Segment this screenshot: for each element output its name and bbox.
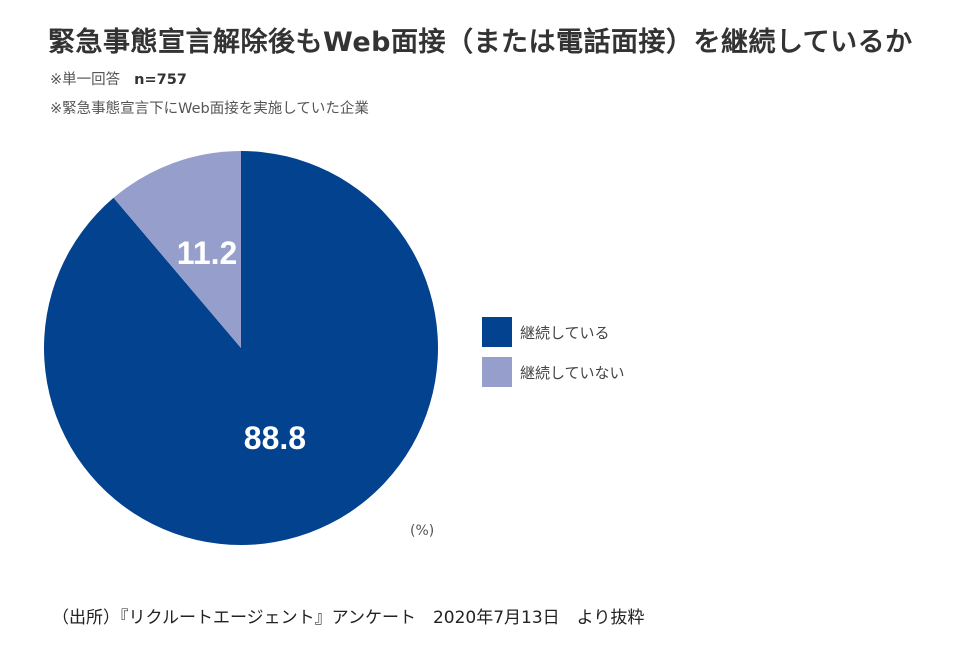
source-note: （出所）『リクルートエージェント』アンケート 2020年7月13日 より抜粋 xyxy=(52,608,645,628)
note-target: ※緊急事態宣言下にWeb面接を実施していた企業 xyxy=(50,101,369,117)
pie-label-1: 11.2 xyxy=(177,235,238,271)
pie-label-0: 88.8 xyxy=(244,420,306,456)
legend-label-not-continuing: 継続していない xyxy=(520,363,625,382)
legend-label-continuing: 継続している xyxy=(520,323,610,342)
pie-slice-1 xyxy=(113,151,241,348)
legend: 継続している 継続していない xyxy=(482,317,625,397)
note-single-answer: ※単一回答 n=757 xyxy=(50,68,187,89)
note-sample-size: n=757 xyxy=(134,72,187,88)
legend-item-continuing: 継続している xyxy=(482,317,625,347)
chart-title: 緊急事態宣言解除後もWeb面接（または電話面接）を継続しているか xyxy=(48,27,913,58)
legend-swatch-continuing xyxy=(482,317,512,347)
legend-item-not-continuing: 継続していない xyxy=(482,357,625,387)
legend-swatch-not-continuing xyxy=(482,357,512,387)
unit-label: (%) xyxy=(410,523,435,539)
note-answer-type: ※単一回答 xyxy=(50,72,121,88)
pie-slice-0 xyxy=(44,151,439,545)
